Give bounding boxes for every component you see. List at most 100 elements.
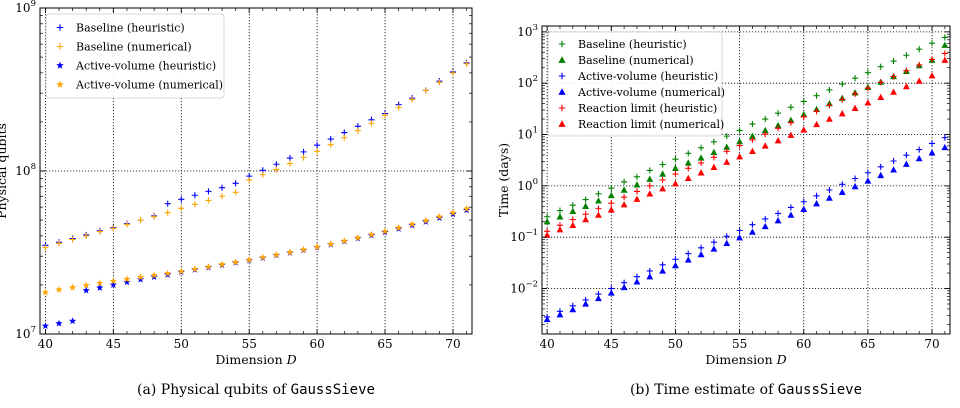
x-tick-label: 70: [445, 337, 460, 351]
data-point: [826, 186, 833, 194]
data-point: [608, 200, 615, 207]
data-point: [354, 234, 362, 241]
data-point: [232, 189, 239, 196]
data-point: [864, 169, 871, 176]
data-point: [838, 110, 846, 117]
data-point: [864, 85, 871, 92]
y-tick-label: 108: [15, 162, 36, 178]
data-point: [761, 142, 769, 149]
legend-label: Active-volume (heuristic): [75, 60, 216, 73]
data-point: [300, 154, 307, 161]
legend-marker: [558, 120, 566, 127]
data-point: [69, 317, 77, 325]
data-point: [672, 261, 679, 269]
data-point: [916, 146, 923, 153]
data-point: [82, 286, 90, 294]
data-point: [698, 159, 705, 166]
data-point: [851, 90, 859, 97]
tick-base: 10: [510, 230, 525, 244]
tick-base: 10: [15, 327, 30, 341]
data-point: [646, 190, 654, 197]
data-point: [422, 87, 429, 94]
data-point: [710, 163, 718, 170]
plot-area: 40 45 50 55 60 65 7010−210−1100101102103Baseli…: [510, 23, 951, 351]
x-tick-label: 60: [309, 337, 324, 351]
data-point: [218, 193, 226, 200]
caption-a-text: (a) Physical qubits of: [137, 382, 291, 398]
data-point: [762, 116, 769, 123]
data-point: [232, 180, 239, 187]
series-active-volume-numerical: [41, 205, 471, 296]
legend-marker: [56, 61, 64, 69]
series-baseline-heuristic: [544, 34, 948, 220]
data-point: [736, 137, 744, 145]
data-point: [96, 228, 103, 235]
data-point: [327, 141, 334, 148]
data-point: [582, 202, 590, 209]
data-point: [928, 140, 936, 147]
data-point: [646, 273, 654, 280]
data-point: [659, 267, 667, 274]
data-point: [672, 256, 679, 263]
data-point: [941, 41, 949, 48]
legend-label: Active-volume (numerical): [577, 86, 725, 99]
data-point: [748, 132, 756, 139]
data-point: [697, 250, 705, 258]
data-point: [890, 166, 897, 173]
data-point: [723, 143, 731, 150]
data-point: [736, 153, 744, 160]
x-tick-label: 65: [377, 337, 392, 351]
data-point: [55, 319, 63, 327]
data-point: [902, 82, 910, 90]
data-point: [928, 56, 936, 63]
data-point: [697, 154, 705, 161]
data-point: [543, 231, 551, 238]
data-point: [890, 57, 897, 65]
data-point: [941, 56, 949, 63]
data-point: [877, 171, 885, 179]
data-point: [633, 278, 641, 285]
data-point: [800, 205, 808, 212]
tick-exponent: 0: [533, 177, 538, 187]
legend: Baseline (heuristic) Baseline (numerical)…: [45, 13, 225, 99]
x-axis-label-var: D: [776, 352, 787, 367]
data-point: [204, 263, 213, 270]
legend-label: Active-volume (heuristic): [577, 70, 718, 83]
data-point: [736, 142, 743, 149]
data-point: [698, 244, 705, 251]
data-point: [569, 305, 577, 313]
y-tick-label: 103: [517, 23, 538, 39]
data-point: [273, 166, 280, 173]
data-point: [96, 279, 104, 287]
data-point: [69, 283, 77, 291]
data-point: [218, 184, 226, 191]
data-point: [774, 137, 782, 144]
x-tick-label: 50: [174, 337, 189, 351]
data-point: [659, 261, 666, 268]
tick-exponent: −2: [525, 280, 538, 290]
data-point: [123, 278, 131, 286]
y-tick-label: 101: [517, 126, 538, 142]
y-tick-label: 109: [15, 0, 36, 15]
data-point: [890, 157, 897, 165]
data-point: [151, 213, 158, 220]
data-point: [556, 311, 564, 318]
data-point: [607, 206, 615, 213]
data-point: [710, 138, 717, 145]
data-point: [775, 125, 782, 132]
data-point: [341, 129, 348, 136]
y-tick-label: 100: [517, 177, 538, 193]
data-point: [659, 170, 667, 177]
data-point: [218, 260, 226, 268]
series-reaction-limit-numerical: [543, 56, 949, 238]
x-axis-label: Dimension D: [215, 352, 296, 367]
caption-b-code: GaussSieve: [778, 382, 862, 398]
data-point: [136, 275, 145, 283]
data-point: [83, 232, 90, 239]
data-point: [774, 121, 782, 129]
data-point: [928, 40, 936, 47]
data-point: [556, 226, 564, 233]
data-point: [749, 120, 756, 128]
data-point: [775, 110, 782, 117]
